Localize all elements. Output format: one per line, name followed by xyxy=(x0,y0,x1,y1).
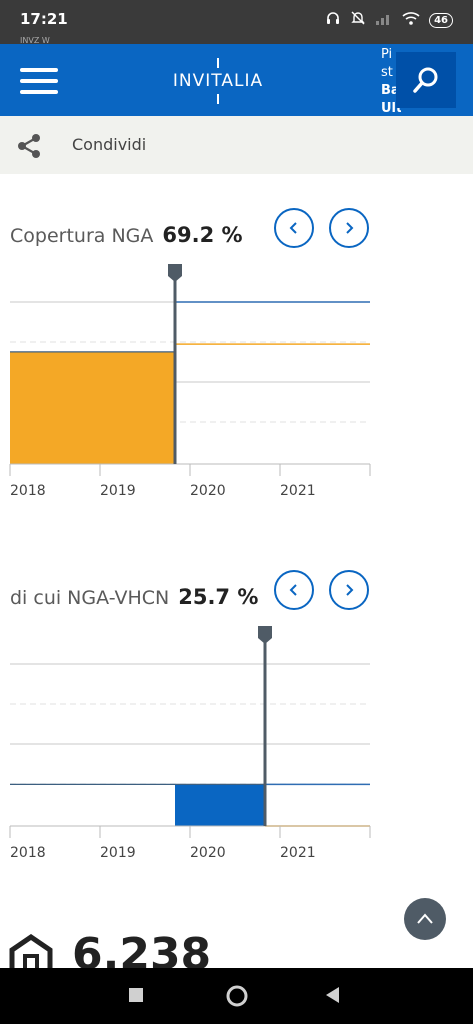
x-tick-label: 2018 xyxy=(10,845,46,861)
marker-handle xyxy=(258,626,272,644)
x-tick-label: 2019 xyxy=(100,845,136,861)
metric-nga-coverage: Copertura NGA 69.2 % xyxy=(10,223,243,247)
search-button[interactable] xyxy=(396,52,456,108)
home-icon xyxy=(9,934,53,968)
bottom-number: 6.238 xyxy=(72,930,212,968)
system-nav-bar xyxy=(0,968,473,1024)
metric-nga-vhcn: di cui NGA-VHCN 25.7 % xyxy=(10,585,258,609)
search-icon xyxy=(413,67,438,93)
chevron-right-icon xyxy=(346,222,354,234)
chevron-left-icon xyxy=(289,584,297,596)
x-tick-label: 2019 xyxy=(100,483,136,499)
status-bar: 17:21 INVZ W 46 xyxy=(0,0,473,45)
logo-text: INVITALIA xyxy=(172,71,264,91)
metric-label: di cui NGA-VHCN xyxy=(10,587,170,609)
next-button[interactable] xyxy=(329,208,369,248)
invitalia-logo[interactable]: INVITALIA xyxy=(163,58,273,106)
chart-nga-vhcn: 2018 2019 2020 2021 xyxy=(9,626,371,861)
headset-icon xyxy=(325,10,341,30)
clipped-line-3: Ba xyxy=(381,83,400,98)
chart-nga-coverage: 2018 2019 2020 2021 xyxy=(9,264,371,499)
x-tick-label: 2021 xyxy=(280,845,316,861)
next-button[interactable] xyxy=(329,570,369,610)
battery-indicator: 46 xyxy=(429,12,453,28)
home-nav-icon[interactable] xyxy=(225,984,249,1008)
status-sub-text: INVZ W xyxy=(20,36,50,45)
bell-off-icon xyxy=(350,10,366,30)
status-time: 17:21 xyxy=(20,10,68,28)
x-tick-label: 2020 xyxy=(190,845,226,861)
signal-icon xyxy=(375,11,393,29)
clipped-line-2: st xyxy=(381,65,393,80)
prev-button[interactable] xyxy=(274,208,314,248)
scroll-to-top-button[interactable] xyxy=(404,898,446,940)
clipped-line-1: Pi xyxy=(381,47,393,62)
app-header: INVITALIA Pi st Ba Ultra xyxy=(0,44,473,116)
chevron-right-icon xyxy=(346,584,354,596)
back-icon[interactable] xyxy=(324,986,342,1004)
share-label: Condividi xyxy=(72,135,147,154)
marker-handle xyxy=(168,264,182,282)
metric-label: Copertura NGA xyxy=(10,225,154,247)
menu-icon[interactable] xyxy=(20,68,58,94)
x-tick-label: 2021 xyxy=(280,483,316,499)
recents-icon[interactable] xyxy=(128,987,144,1003)
prev-button[interactable] xyxy=(274,570,314,610)
chevron-up-icon xyxy=(417,913,433,924)
highlighted-bar xyxy=(175,784,265,826)
x-tick-label: 2018 xyxy=(10,483,46,499)
x-tick-label: 2020 xyxy=(190,483,226,499)
status-icons: 46 xyxy=(325,10,453,30)
share-bar[interactable]: Condividi xyxy=(0,116,473,174)
share-icon xyxy=(18,134,40,158)
chevron-left-icon xyxy=(289,222,297,234)
wifi-icon xyxy=(402,11,420,29)
metric-value: 69.2 % xyxy=(162,223,243,247)
metric-value: 25.7 % xyxy=(178,585,259,609)
highlighted-bar xyxy=(10,351,175,464)
